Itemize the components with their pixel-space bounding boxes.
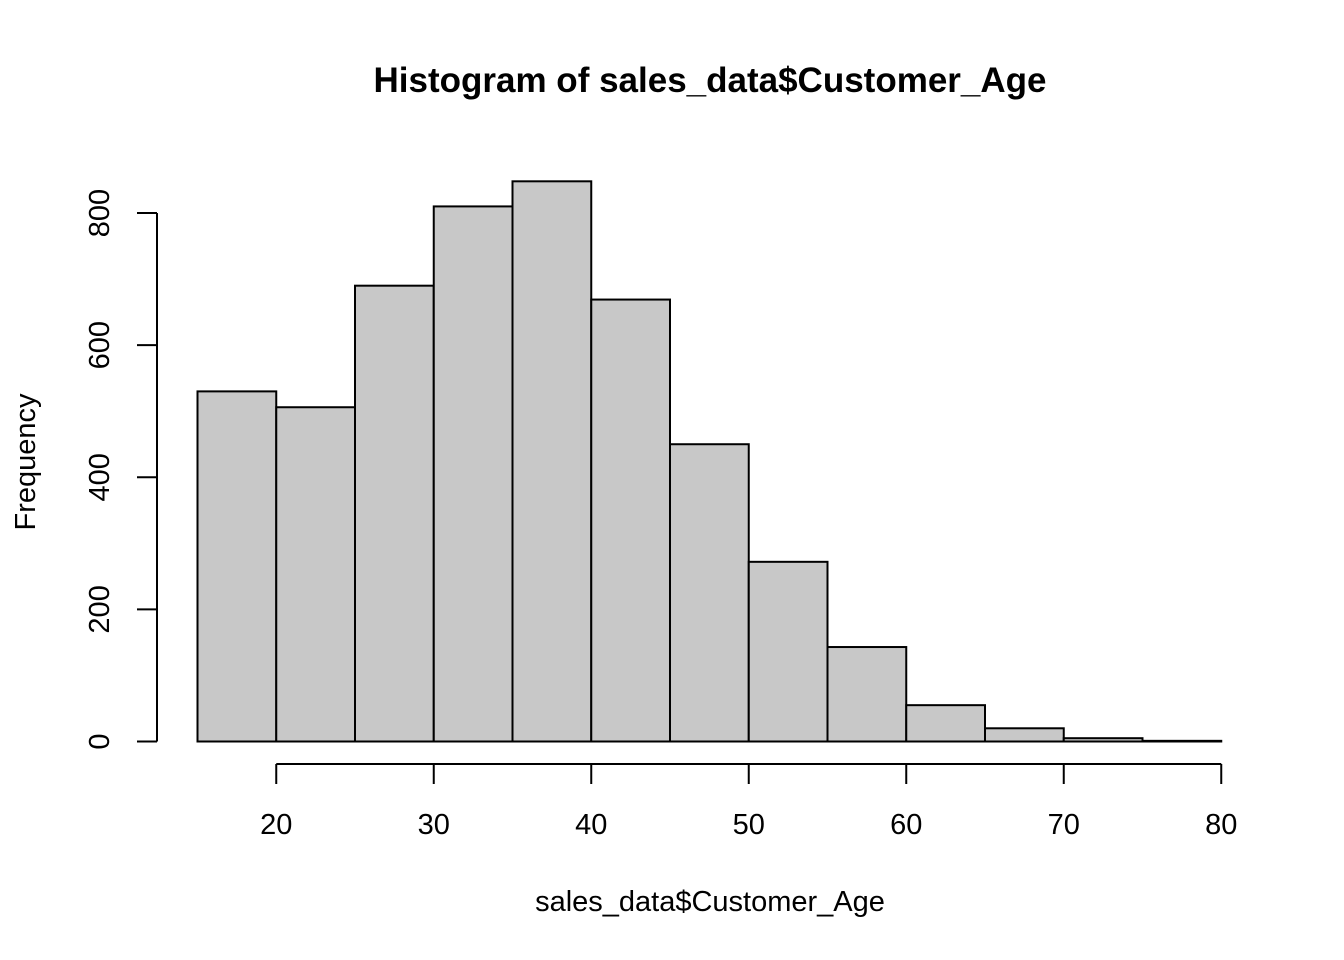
x-tick-label: 30 bbox=[418, 809, 450, 841]
histogram-bar bbox=[905, 704, 986, 743]
y-tick-label: 200 bbox=[84, 585, 116, 633]
x-tick-label: 70 bbox=[1048, 809, 1080, 841]
histogram-bar bbox=[1141, 739, 1223, 743]
x-axis-label: sales_data$Customer_Age bbox=[535, 886, 885, 918]
y-tick-label: 800 bbox=[84, 189, 116, 237]
histogram-bar bbox=[196, 390, 278, 743]
x-tick-label: 50 bbox=[733, 809, 765, 841]
y-tick-label: 0 bbox=[84, 733, 116, 749]
y-axis: 0 200 400 600 800 bbox=[84, 189, 158, 750]
histogram-bar bbox=[669, 443, 750, 743]
histogram-bar bbox=[354, 284, 435, 743]
histogram-bar bbox=[275, 406, 356, 743]
x-tick-label: 80 bbox=[1205, 809, 1237, 841]
histogram-bar bbox=[590, 298, 671, 743]
y-tick-label: 400 bbox=[84, 453, 116, 501]
histogram-bar bbox=[826, 646, 908, 743]
histogram-bar bbox=[511, 180, 593, 743]
x-axis: 20 30 40 50 60 70 80 bbox=[260, 763, 1237, 841]
histogram-bar bbox=[747, 560, 829, 743]
histogram-bar bbox=[432, 205, 514, 743]
histogram-bar bbox=[984, 727, 1065, 743]
x-tick-label: 40 bbox=[575, 809, 607, 841]
histogram-bar bbox=[1062, 737, 1144, 743]
chart-title: Histogram of sales_data$Customer_Age bbox=[374, 61, 1047, 100]
y-axis-label: Frequency bbox=[10, 393, 42, 531]
y-tick-label: 600 bbox=[84, 321, 116, 369]
bars-group bbox=[196, 180, 1223, 743]
x-tick-label: 20 bbox=[260, 809, 292, 841]
x-tick-label: 60 bbox=[890, 809, 922, 841]
